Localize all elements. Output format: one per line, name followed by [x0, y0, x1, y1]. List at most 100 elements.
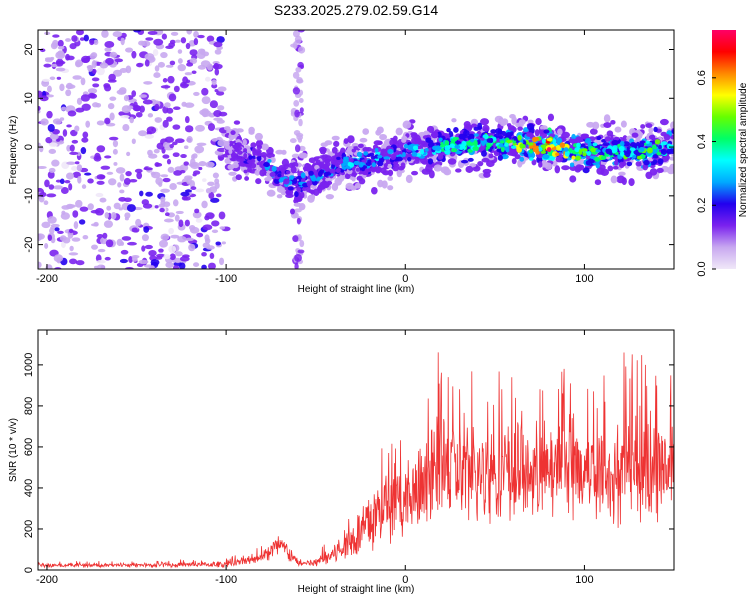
heatmap-cell — [162, 141, 171, 149]
heatmap-cell — [559, 142, 566, 148]
heatmap-cell — [375, 129, 382, 136]
heatmap-cell — [96, 67, 105, 76]
heatmap-cell — [162, 78, 168, 83]
heatmap-cell — [494, 128, 502, 134]
heatmap-cell — [95, 192, 104, 198]
heatmap-cell — [141, 234, 149, 242]
heatmap-cell — [651, 148, 658, 154]
colorbar-ticks: 0.0 0.2 0.4 0.6 — [696, 70, 716, 277]
heatmap-cell — [293, 100, 300, 107]
heatmap-cell — [618, 145, 625, 152]
heatmap-cell — [264, 176, 272, 182]
heatmap-cell — [473, 133, 479, 137]
heatmap-cell — [594, 156, 600, 162]
heatmap-cell — [477, 122, 483, 130]
heatmap-cell — [465, 141, 472, 146]
heatmap-cell — [296, 217, 301, 225]
heatmap-cell — [340, 169, 345, 173]
heatmap-cell — [38, 261, 42, 269]
heatmap-cell — [43, 200, 49, 206]
y-tick-label: 10 — [23, 92, 35, 104]
heatmap-cell — [635, 161, 642, 167]
heatmap-cell — [68, 228, 74, 234]
heatmap-cell — [221, 241, 226, 245]
heatmap-cell — [601, 155, 607, 160]
heatmap-cell — [452, 136, 460, 141]
heatmap-cell — [389, 139, 394, 146]
heatmap-cell — [177, 235, 187, 243]
heatmap-cell — [135, 218, 142, 227]
heatmap-cell — [277, 173, 282, 178]
spectrogram-frame — [37, 29, 675, 270]
heatmap-cell — [302, 166, 309, 171]
heatmap-cell — [251, 147, 257, 153]
heatmap-cell — [336, 156, 341, 160]
heatmap-cell — [624, 151, 631, 158]
heatmap-cell — [217, 105, 225, 111]
heatmap-cell — [169, 144, 175, 149]
heatmap-cell — [109, 51, 118, 58]
heatmap-cell — [513, 136, 518, 141]
heatmap-cell — [534, 129, 540, 137]
heatmap-cell — [308, 170, 314, 176]
heatmap-cell — [65, 38, 71, 42]
heatmap-cell — [216, 119, 225, 124]
heatmap-cell — [326, 180, 333, 185]
heatmap-cell — [39, 48, 46, 53]
heatmap-cell — [341, 163, 347, 167]
heatmap-cell — [104, 47, 112, 52]
heatmap-cell — [275, 149, 284, 155]
heatmap-cell — [108, 73, 116, 82]
heatmap-cell — [468, 133, 475, 139]
heatmap-cell — [71, 139, 79, 144]
heatmap-cell — [69, 151, 79, 155]
heatmap-cell — [331, 135, 340, 141]
heatmap-cell — [436, 142, 441, 146]
heatmap-cell — [563, 147, 569, 152]
heatmap-cell — [349, 176, 356, 181]
heatmap-cell — [401, 138, 407, 143]
heatmap-cell — [292, 87, 301, 95]
heatmap-cell — [173, 170, 183, 176]
heatmap-cell — [310, 189, 315, 195]
heatmap-cell — [112, 148, 118, 155]
heatmap-cell — [668, 156, 674, 161]
heatmap-cell — [467, 157, 474, 162]
heatmap-cell — [509, 114, 516, 119]
heatmap-cell — [367, 159, 372, 164]
heatmap-cell — [145, 37, 154, 41]
heatmap-cell — [438, 137, 443, 142]
heatmap-cell — [102, 232, 108, 239]
heatmap-cell — [89, 53, 96, 60]
heatmap-cell — [147, 113, 154, 118]
heatmap-cell — [292, 71, 300, 79]
heatmap-cell — [46, 94, 54, 98]
heatmap-cell — [400, 146, 404, 151]
y-tick-label: 0 — [23, 144, 35, 150]
heatmap-cell — [195, 218, 203, 223]
heatmap-cell — [145, 191, 153, 197]
heatmap-cell — [612, 145, 618, 151]
heatmap-cell — [40, 118, 49, 126]
heatmap-cell — [256, 150, 262, 157]
heatmap-cell — [169, 183, 177, 191]
heatmap-cell — [65, 53, 71, 61]
heatmap-cell — [271, 165, 277, 172]
heatmap-cell — [666, 166, 674, 175]
heatmap-cell — [292, 177, 298, 184]
heatmap-cell — [178, 262, 186, 269]
heatmap-cell — [147, 30, 158, 35]
heatmap-cell — [539, 125, 548, 131]
heatmap-cell — [136, 171, 143, 180]
heatmap-cell — [218, 156, 224, 161]
heatmap-cell — [71, 237, 81, 242]
heatmap-cell — [71, 35, 78, 42]
heatmap-cell — [542, 153, 550, 160]
heatmap-cell — [319, 181, 326, 187]
snr-series-line — [38, 352, 674, 569]
heatmap-cell — [195, 188, 205, 193]
heatmap-cell — [402, 120, 412, 129]
heatmap-cell — [497, 154, 503, 161]
heatmap-cell — [189, 57, 198, 64]
x-tick-label: 0 — [402, 273, 408, 285]
